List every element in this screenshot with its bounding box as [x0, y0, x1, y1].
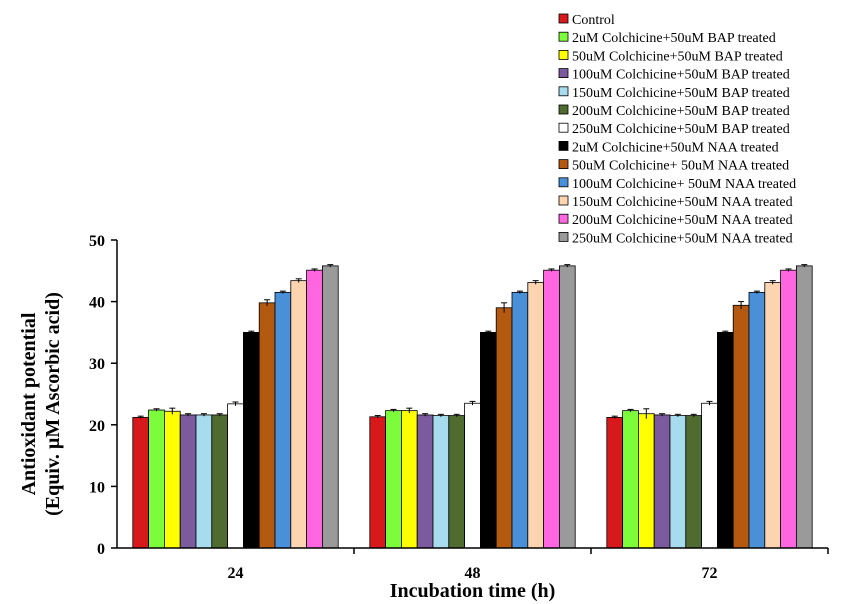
bar	[448, 415, 465, 549]
bar	[780, 269, 797, 549]
legend-swatch	[558, 195, 569, 206]
legend-label: 250uM Colchicine+50uM NAA treated	[572, 231, 793, 246]
x-tick-label: 24	[228, 565, 244, 582]
bar	[748, 291, 766, 549]
bar	[669, 415, 687, 549]
bar	[258, 302, 276, 549]
bar	[179, 414, 197, 549]
y-tick-label: 20	[89, 418, 105, 435]
bar	[606, 417, 623, 549]
legend-swatch	[558, 50, 569, 60]
bar	[274, 291, 292, 549]
legend-label: Control	[572, 13, 615, 28]
y-axis-title-line1: Antioxidant potential	[18, 312, 40, 495]
y-tick-label: 0	[97, 541, 105, 558]
bar	[464, 402, 481, 549]
y-axis-title-line2: (Equiv. µM Ascorbic acid)	[42, 292, 64, 516]
y-ticks: 0 10 20 30 40 50	[89, 233, 117, 558]
bar	[400, 410, 418, 549]
bar	[511, 291, 529, 549]
legend-swatch	[558, 177, 569, 188]
legend-swatch	[558, 31, 569, 42]
bar	[527, 282, 544, 549]
bar	[306, 269, 323, 549]
legend-label: 150uM Colchicine+50uM BAP treated	[572, 86, 790, 101]
legend-swatch	[558, 231, 569, 242]
x-tick-label: 72	[702, 565, 718, 582]
y-tick-label: 30	[89, 356, 105, 373]
bar	[796, 265, 813, 549]
bar	[416, 414, 434, 549]
y-tick-label: 40	[89, 295, 105, 312]
legend-swatch	[558, 159, 569, 170]
bar	[432, 415, 450, 549]
bar	[163, 410, 181, 549]
bar	[385, 410, 402, 549]
bar	[227, 403, 244, 549]
bar	[321, 265, 339, 549]
x-ticks: 24 48 72	[228, 548, 829, 582]
legend-swatch	[558, 86, 569, 97]
x-tick-label: 48	[465, 565, 481, 582]
y-tick-label: 50	[89, 233, 105, 250]
bar	[638, 413, 655, 549]
bar	[559, 265, 576, 549]
bar	[701, 402, 718, 549]
legend-label: 50uM Colchicine+ 50uM NAA treated	[572, 159, 789, 174]
bar	[543, 269, 560, 549]
bar	[290, 280, 307, 549]
legend-swatch	[558, 104, 569, 115]
bar	[242, 331, 260, 549]
axes	[116, 240, 828, 549]
bar	[732, 304, 750, 549]
legend-label: 150uM Colchicine+50uM NAA treated	[572, 195, 793, 210]
legend-label: 2uM Colchicine+50uM BAP treated	[572, 31, 776, 46]
legend: Control 2uM Colchicine+50uM BAP treated 50…	[558, 13, 796, 246]
bar	[148, 409, 165, 549]
bar	[132, 417, 150, 549]
y-tick-label: 10	[89, 479, 105, 496]
bar	[653, 414, 671, 549]
legend-label: 50uM Colchicine+50uM BAP treated	[572, 49, 783, 64]
legend-swatch	[558, 213, 569, 224]
bar	[495, 307, 513, 549]
legend-swatch	[558, 122, 569, 133]
bar	[479, 331, 497, 549]
bar	[195, 414, 213, 549]
bar	[622, 410, 639, 549]
legend-swatch	[558, 13, 569, 24]
bar	[369, 416, 386, 549]
legend-label: 250uM Colchicine+50uM BAP treated	[572, 122, 790, 137]
bar	[685, 415, 702, 549]
legend-label: 100uM Colchicine+50uM BAP treated	[572, 68, 790, 83]
bars	[132, 264, 813, 549]
bar	[717, 331, 734, 549]
legend-swatch	[558, 140, 569, 151]
legend-label: 200uM Colchicine+50uM BAP treated	[572, 104, 790, 119]
x-axis-title: Incubation time (h)	[390, 580, 556, 602]
legend-label: 100uM Colchicine+ 50uM NAA treated	[572, 177, 796, 192]
bar	[211, 414, 229, 549]
bar	[764, 282, 781, 549]
legend-swatch	[558, 68, 569, 78]
legend-label: 2uM Colchicine+50uM NAA treated	[572, 140, 779, 155]
legend-label: 200uM Colchicine+50uM NAA treated	[572, 213, 793, 228]
